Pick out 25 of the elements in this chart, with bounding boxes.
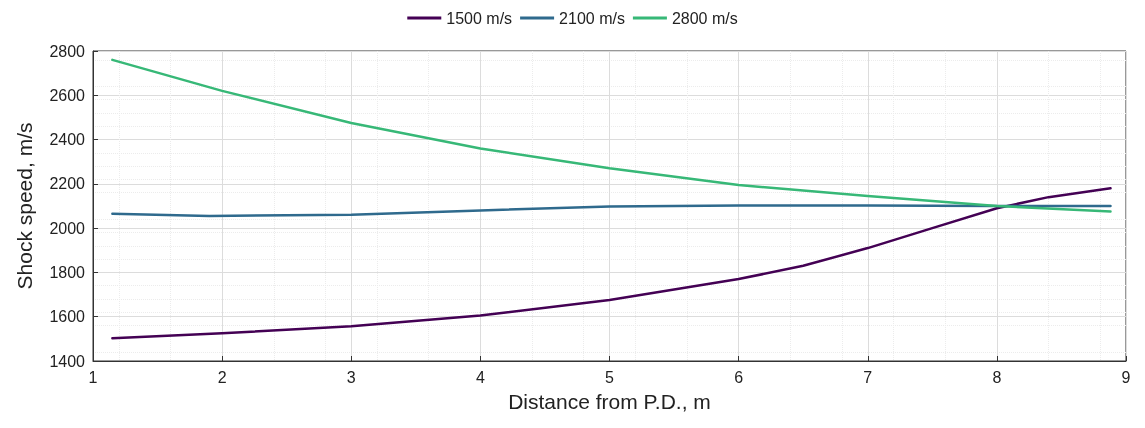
x-tick-label: 6 [734,368,744,386]
x-tick-label: 9 [1121,368,1131,386]
x-tick-label: 7 [863,368,873,386]
y-tick-label: 1600 [49,308,86,326]
y-tick-label: 1400 [49,352,86,370]
x-tick-label: 4 [475,368,485,386]
y-tick-label: 2600 [49,86,86,104]
y-tick-label: 2200 [49,175,86,193]
line-series [111,58,1112,213]
y-tick-label: 2400 [49,131,86,149]
y-tick-label: 1800 [49,263,86,281]
legend-label: 2100 m/s [559,9,625,27]
line-series [111,187,1112,340]
x-tick-label: 3 [346,368,356,386]
y-tick-label: 2000 [49,219,86,237]
line-series [111,204,1112,218]
legend-label: 1500 m/s [446,9,513,27]
y-tick-label: 2800 [49,42,86,60]
x-axis-title: Distance from P.D., m [508,390,711,413]
x-tick-label: 5 [605,368,615,386]
x-tick-label: 8 [992,368,1002,386]
x-tick-label: 2 [217,368,227,386]
x-tick-label: 1 [88,368,98,386]
y-axis-title: Shock speed, m/s [13,122,36,290]
legend-label: 2800 m/s [671,9,738,27]
